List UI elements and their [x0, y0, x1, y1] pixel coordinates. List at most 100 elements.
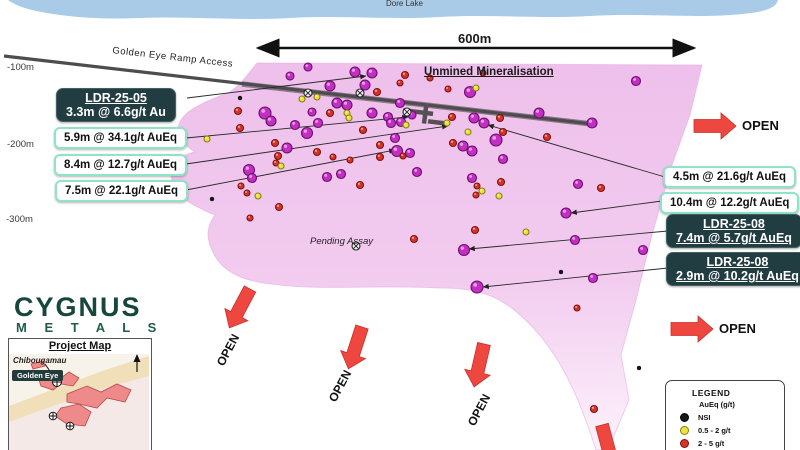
- leader-line: [482, 267, 669, 290]
- drill-intercept-dot: [346, 156, 354, 164]
- drill-intercept-dot: [586, 117, 598, 129]
- drill-intercept-dot: [542, 132, 552, 142]
- drill-intercept-dot: [237, 95, 243, 101]
- drill-intercept-dot: [325, 108, 335, 118]
- project-map-panel: Project Map Chibougamau Golden Eye: [8, 338, 152, 450]
- drill-intercept-dot: [495, 113, 505, 123]
- leader-line: [186, 74, 367, 99]
- drill-intercept-dot: [489, 133, 503, 147]
- drill-intercept-dot: [472, 191, 480, 199]
- callout-intercept-1: 5.9m @ 34.1g/t AuEq: [54, 127, 188, 149]
- drill-intercept-dot: [560, 207, 572, 219]
- drill-intercept-dot: [447, 112, 457, 122]
- drill-intercept-dot: [277, 162, 285, 170]
- open-arrow: [595, 422, 624, 450]
- open-label-right-1: OPEN: [742, 118, 779, 133]
- drill-intercept-dot: [289, 119, 301, 131]
- drill-intercept-dot: [331, 97, 343, 109]
- drill-intercept-dot: [478, 117, 490, 129]
- drill-intercept-dot: [375, 140, 385, 150]
- drill-intercept-dot: [498, 127, 508, 137]
- drill-intercept-dot: [448, 138, 458, 148]
- legend-title: LEGEND: [692, 388, 731, 398]
- drill-intercept-dot: [457, 243, 471, 257]
- drill-intercept-dot: [237, 182, 245, 190]
- drill-intercept-dot: [470, 225, 480, 235]
- open-arrow: [693, 112, 737, 140]
- zone-label: Unmined Mineralisation: [424, 66, 554, 78]
- drill-intercept-dot: [307, 107, 317, 117]
- drill-intercept-dot: [312, 147, 322, 157]
- leader-line: [487, 124, 666, 178]
- callout-intercept-4: 4.5m @ 21.6g/t AuEq: [663, 166, 797, 188]
- drill-intercept-dot: [411, 166, 423, 178]
- legend-dot-icon: [680, 426, 689, 435]
- legend-item-label: 0.5 - 2 g/t: [698, 426, 731, 435]
- lake-label: Dore Lake: [386, 0, 423, 8]
- drill-intercept-dot: [390, 144, 404, 158]
- drill-intercept-dot: [497, 153, 509, 165]
- legend-dot-icon: [680, 413, 689, 422]
- drill-intercept-dot: [466, 172, 478, 184]
- drill-intercept-dot: [366, 67, 378, 79]
- drill-intercept-dot: [533, 107, 545, 119]
- drill-intercept-dot: [496, 177, 506, 187]
- drill-intercept-dot: [402, 121, 410, 129]
- drill-intercept-dot: [203, 135, 211, 143]
- legend-item: 2 - 5 g/t: [680, 439, 784, 448]
- drill-intercept-dot: [329, 153, 337, 161]
- drill-intercept-dot: [300, 126, 314, 140]
- open-arrow: [224, 285, 257, 329]
- open-arrows: [224, 112, 737, 450]
- north-arrow-icon: [133, 354, 141, 372]
- drill-intercept-dot: [466, 145, 478, 157]
- legend-item-label: 2 - 5 g/t: [698, 439, 725, 448]
- callout-ldr-25-05: LDR-25-05 3.3m @ 6.6g/t Au: [56, 88, 176, 122]
- logo-subtitle: M E T A L S: [16, 320, 164, 335]
- legend-item-label: NSI: [698, 413, 711, 422]
- drill-intercept-dot: [495, 192, 503, 200]
- drill-intercept-dot: [573, 304, 581, 312]
- leader-line: [185, 148, 396, 191]
- drill-intercept-dot: [274, 202, 284, 212]
- hole-id: LDR-25-08: [706, 255, 769, 269]
- golden-eye-badge: Golden Eye: [12, 370, 64, 381]
- logo-wordmark: CYGNUS: [14, 292, 142, 322]
- drill-intercept-dot: [444, 85, 452, 93]
- drill-intercept-dot: [522, 228, 530, 236]
- drill-intercept-dot: [359, 79, 371, 91]
- drill-intercept-dot: [273, 151, 283, 161]
- drill-intercept-dot: [335, 168, 347, 180]
- drill-intercept-dot: [235, 123, 245, 133]
- drill-intercept-dot: [596, 183, 606, 193]
- leader-line: [185, 124, 449, 165]
- drill-intercept-dot: [285, 71, 295, 81]
- depth-label-100: -100m: [7, 62, 34, 73]
- drill-intercept-dot: [637, 244, 649, 256]
- cygnus-metals-logo: CYGNUS M E T A L S: [14, 294, 163, 335]
- project-map-title: Project Map: [48, 340, 112, 352]
- leader-line: [570, 200, 663, 215]
- drill-intercept-dot: [349, 66, 361, 78]
- drill-intercept-dot: [589, 404, 599, 414]
- hole-id: LDR-25-05: [85, 91, 147, 105]
- lake-shape: [8, 0, 778, 19]
- drill-intercept-dot: [345, 114, 353, 122]
- callout-intercept-3: 7.5m @ 22.1g/t AuEq: [55, 180, 189, 202]
- drill-intercept-dot: [473, 182, 481, 190]
- drill-intercept-dot: [478, 187, 486, 195]
- drill-intercept-dot: [470, 280, 484, 294]
- drill-intercept-dot: [324, 80, 336, 92]
- open-arrow: [464, 342, 492, 388]
- drill-intercept-dot: [472, 84, 480, 92]
- drill-intercept-dot: [409, 234, 419, 244]
- drill-intercept-dot: [399, 152, 407, 160]
- depth-label-300: -300m: [6, 214, 33, 225]
- drill-intercept-dot: [313, 93, 321, 101]
- drill-intercept-dot: [372, 87, 382, 97]
- project-map-canvas: [9, 354, 149, 450]
- drill-intercept-dot: [312, 117, 324, 129]
- callout-intercept-2: 8.4m @ 12.7g/t AuEq: [54, 154, 188, 176]
- legend-dot-icon: [680, 439, 689, 448]
- legend-item: 0.5 - 2 g/t: [680, 426, 784, 435]
